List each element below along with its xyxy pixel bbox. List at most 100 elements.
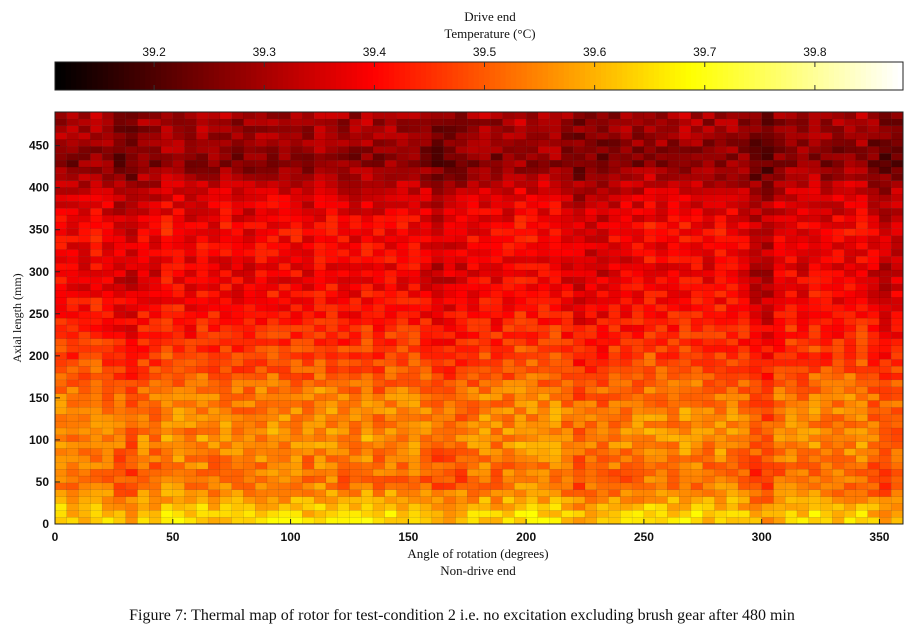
colorbar-cell [675, 62, 681, 90]
heatmap-cell [785, 207, 798, 216]
heatmap-cell [431, 153, 444, 161]
heatmap-cell [419, 365, 433, 374]
heatmap-cell [478, 448, 492, 456]
heatmap-cell [584, 365, 598, 374]
heatmap-cell [313, 153, 327, 161]
heatmap-cell [443, 194, 456, 202]
heatmap-cell [172, 262, 185, 271]
heatmap-cell [478, 194, 492, 202]
heatmap-cell [137, 407, 150, 415]
heatmap-cell [219, 166, 232, 175]
heatmap-cell [78, 379, 91, 387]
heatmap-cell [443, 256, 456, 264]
heatmap-cell [455, 516, 468, 525]
heatmap-cell [867, 317, 880, 326]
heatmap-cell [278, 249, 291, 257]
heatmap-cell [855, 146, 868, 154]
heatmap-cell [455, 510, 468, 518]
heatmap-cell [690, 214, 704, 223]
heatmap-cell [679, 153, 692, 161]
heatmap-cell [149, 221, 162, 230]
heatmap-cell [667, 352, 680, 360]
heatmap-cell [325, 372, 338, 381]
heatmap-cell [467, 207, 480, 216]
heatmap-cell [608, 269, 621, 278]
heatmap-cell [537, 448, 550, 456]
heatmap-cell [255, 420, 268, 429]
heatmap-cell [137, 276, 150, 284]
heatmap-cell [643, 283, 656, 291]
heatmap-cell [467, 201, 480, 209]
heatmap-cell [655, 159, 668, 168]
heatmap-cell [690, 365, 704, 374]
heatmap-cell [525, 166, 539, 175]
heatmap-cell [879, 475, 892, 484]
heatmap-cell [478, 317, 492, 326]
colorbar-cell [611, 62, 618, 90]
heatmap-cell [443, 475, 456, 484]
heatmap-cell [361, 249, 374, 257]
heatmap-cell [149, 359, 162, 367]
heatmap-cell [184, 139, 197, 147]
heatmap-cell [832, 256, 845, 264]
heatmap-cell [137, 187, 150, 195]
heatmap-cell [384, 386, 397, 394]
heatmap-cell [337, 386, 350, 394]
heatmap-cell [137, 235, 150, 243]
heatmap-cell [761, 235, 774, 243]
heatmap-cell [785, 352, 798, 360]
heatmap-cell [573, 413, 586, 422]
heatmap-cell [843, 462, 857, 470]
heatmap-cell [325, 503, 338, 511]
heatmap-cell [337, 324, 350, 333]
heatmap-cell [749, 159, 762, 168]
heatmap-cell [325, 132, 338, 140]
heatmap-cell [714, 455, 727, 463]
heatmap-cell [290, 441, 303, 449]
heatmap-cell [667, 516, 680, 525]
heatmap-cell [655, 510, 668, 518]
heatmap-cell [337, 310, 350, 319]
heatmap-cell [302, 310, 315, 319]
heatmap-cell [231, 448, 244, 456]
heatmap-cell [796, 468, 810, 477]
heatmap-cell [643, 214, 656, 223]
heatmap-cell [160, 235, 174, 243]
heatmap-cell [125, 455, 138, 463]
colorbar-cell [648, 62, 655, 90]
heatmap-cell [631, 352, 645, 360]
heatmap-cell [525, 407, 539, 415]
heatmap-cell [361, 159, 374, 168]
heatmap-cell [573, 125, 586, 133]
heatmap-cell [749, 420, 762, 429]
heatmap-cell [396, 166, 409, 175]
heatmap-cell [101, 516, 115, 525]
heatmap-cell [219, 153, 232, 161]
heatmap-cell [160, 352, 174, 360]
heatmap-cell [596, 393, 609, 401]
heatmap-cell [54, 434, 68, 442]
heatmap-cell [172, 462, 185, 470]
heatmap-cell [855, 324, 868, 333]
heatmap-cell [196, 173, 209, 181]
heatmap-cell [714, 331, 727, 339]
heatmap-cell [54, 146, 68, 154]
heatmap-cell [113, 304, 126, 312]
heatmap-cell [584, 187, 598, 195]
heatmap-cell [196, 413, 209, 422]
heatmap-cell [891, 118, 904, 127]
heatmap-cell [561, 468, 574, 477]
heatmap-cell [679, 194, 692, 202]
heatmap-cell [584, 345, 598, 353]
heatmap-cell [255, 441, 268, 449]
heatmap-cell [455, 324, 468, 333]
heatmap-cell [243, 166, 256, 175]
heatmap-cell [361, 462, 374, 470]
heatmap-cell [679, 290, 692, 298]
heatmap-cell [808, 345, 821, 353]
heatmap-cell [302, 256, 315, 264]
heatmap-cell [266, 475, 280, 484]
heatmap-cell [749, 338, 762, 346]
heatmap-cell [478, 386, 492, 394]
heatmap-cell [196, 331, 209, 339]
